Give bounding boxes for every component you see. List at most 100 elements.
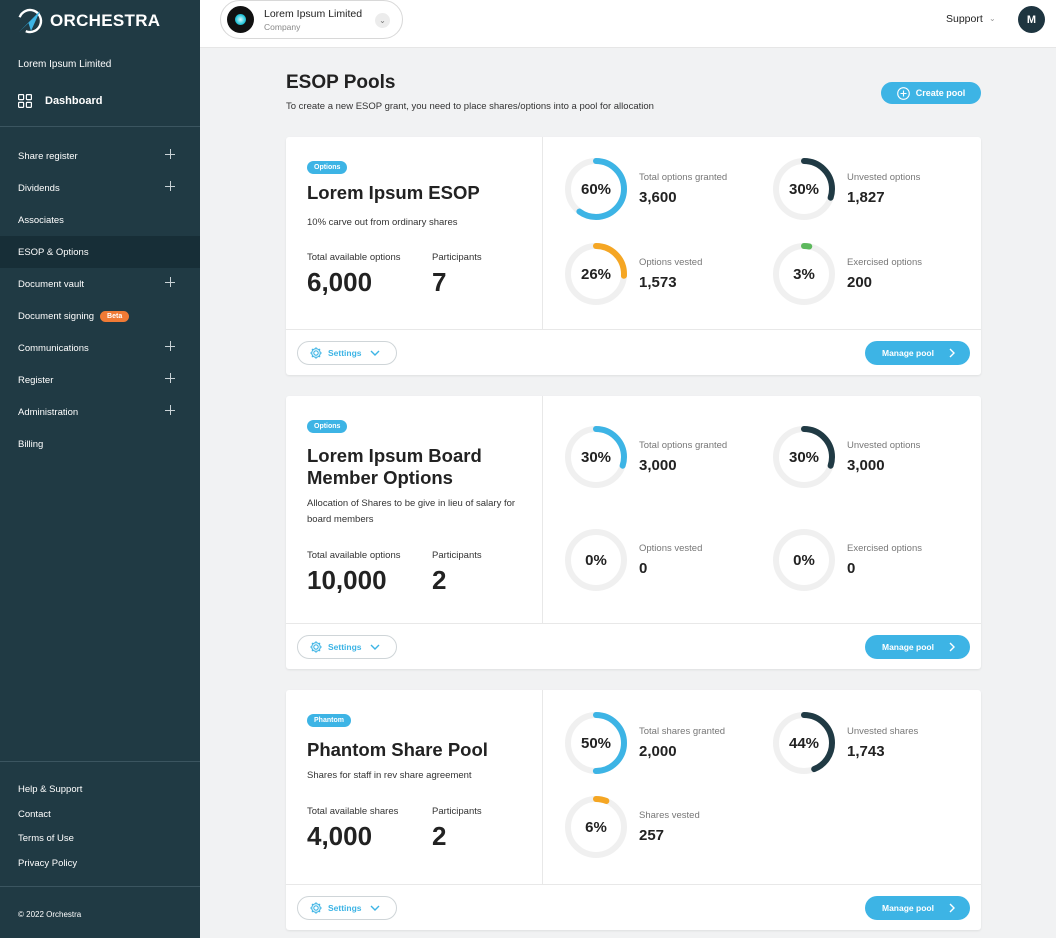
sidebar-item[interactable]: Share register [0,140,200,172]
sidebar-footer-link[interactable]: Contact [18,808,51,820]
available-value: 10,000 [307,565,387,595]
donut-ring [565,796,627,858]
sidebar-item-label: Dividends [18,182,60,194]
metric-percent: 60% [580,180,612,198]
pool-name: Phantom Share Pool [307,739,488,760]
donut-track [773,529,835,591]
sidebar-item-label: Administration [18,406,79,418]
plus-icon[interactable] [165,373,175,383]
sidebar-footer-link[interactable]: Terms of Use [18,833,74,845]
sidebar-footer-link[interactable]: Privacy Policy [18,857,78,869]
metric-label: Total options granted [639,172,728,183]
sidebar-item-label: Communications [18,342,89,354]
metric-label: Options vested [639,257,703,268]
user-avatar[interactable]: M [1018,6,1045,33]
plus-icon[interactable] [165,341,175,351]
metric-label: Unvested options [847,172,921,183]
sidebar-nav: Share register Dividends Associates ESOP & … [0,140,200,460]
sidebar-item-label: ESOP & Options [18,246,89,258]
metric-donut: 0% [563,527,629,593]
metric-value: 1,743 [847,743,885,760]
chevron-down-icon [370,905,380,911]
manage-pool-button[interactable]: Manage pool [865,635,970,659]
chevron-down-icon [370,644,380,650]
pool-summary: Options Lorem Ipsum ESOP 10% carve out fro… [286,137,543,329]
metric-percent: 30% [580,448,612,466]
pool-card: Phantom Phantom Share Pool Shares for staf… [286,690,981,930]
settings-button[interactable]: Settings [297,896,397,920]
metric-label: Options vested [639,543,703,554]
pool-summary: Phantom Phantom Share Pool Shares for staf… [286,690,543,884]
company-selector[interactable]: Lorem Ipsum Limited Company ⌄ [220,0,403,39]
donut-arc [773,158,835,220]
plus-icon[interactable] [165,277,175,287]
sidebar-item-label: Document vault [18,278,85,290]
sidebar-company-name: Lorem Ipsum Limited [18,59,112,70]
plus-icon[interactable] [165,149,175,159]
donut-ring [565,243,627,305]
metric-label: Total shares granted [639,726,726,737]
settings-label: Settings [328,903,362,913]
plus-icon[interactable] [165,181,175,191]
sidebar-bottom-links: Help & Support Contact Terms of Use Privacy… [0,777,200,876]
pool-card: Options Lorem Ipsum ESOP 10% carve out fro… [286,137,981,375]
metric-value: 3,000 [847,457,885,474]
metric-donut: 3% [771,241,837,307]
sidebar-dashboard-label: Dashboard [45,95,103,107]
pool-name: Lorem Ipsum Board Member Options [307,445,482,488]
settings-button[interactable]: Settings [297,635,397,659]
pool-type-badge: Options [307,161,348,174]
metric-value: 2,000 [639,743,677,760]
sidebar-item[interactable]: ESOP & Options [0,236,200,268]
sidebar-item[interactable]: Associates [0,204,200,236]
sidebar-dashboard[interactable]: Dashboard [18,94,102,108]
donut-arc [565,426,627,488]
manage-pool-button[interactable]: Manage pool [865,896,970,920]
donut-track [565,529,627,591]
pool-name: Lorem Ipsum ESOP [307,182,480,203]
metric-percent: 30% [788,448,820,466]
sidebar-item[interactable]: Billing [0,428,200,460]
sidebar-item[interactable]: Register [0,364,200,396]
sidebar-item[interactable]: Document vault [0,268,200,300]
sidebar-item-label: Register [18,374,54,386]
metric-percent: 6% [585,818,607,836]
chevron-down-icon: ⌄ [375,13,390,28]
sidebar: ORCHESTRA Lorem Ipsum Limited Dashboard … [0,0,200,938]
sidebar-divider [0,126,200,127]
donut-ring [773,158,835,220]
manage-pool-button[interactable]: Manage pool [865,341,970,365]
create-pool-button[interactable]: Create pool [881,82,981,104]
pool-card-footer: Settings Manage pool [286,329,981,375]
sidebar-item[interactable]: Document signing Beta [0,300,200,332]
settings-button[interactable]: Settings [297,341,397,365]
available-label: Total available options [307,550,401,561]
gear-icon [310,347,322,359]
available-label: Total available shares [307,806,399,817]
sidebar-item-label: Share register [18,150,78,162]
sidebar-footer-link[interactable]: Help & Support [18,783,83,795]
sidebar-item[interactable]: Dividends [0,172,200,204]
manage-pool-label: Manage pool [882,348,934,358]
metric-value: 1,827 [847,189,885,206]
support-menu[interactable]: Support [946,13,983,25]
metric-donut: 50% [563,710,629,776]
manage-pool-label: Manage pool [882,642,934,652]
available-value: 6,000 [307,267,373,297]
metric-label: Unvested options [847,440,921,451]
page-subtitle: To create a new ESOP grant, you need to … [286,101,654,112]
gear-icon [310,902,322,914]
sidebar-item[interactable]: Communications [0,332,200,364]
participants-label: Participants [432,252,482,263]
metric-label: Shares vested [639,810,700,821]
chevron-right-icon [949,903,955,913]
metric-label: Total options granted [639,440,728,451]
metric-value: 3,600 [639,189,677,206]
plus-icon[interactable] [165,405,175,415]
orchestra-logo[interactable]: ORCHESTRA [16,6,160,36]
settings-label: Settings [328,348,362,358]
chevron-down-icon: ⌄ [989,14,996,23]
pool-card-footer: Settings Manage pool [286,884,981,930]
top-bar: Lorem Ipsum Limited Company ⌄ Support ⌄ … [200,0,1056,48]
sidebar-item[interactable]: Administration [0,396,200,428]
